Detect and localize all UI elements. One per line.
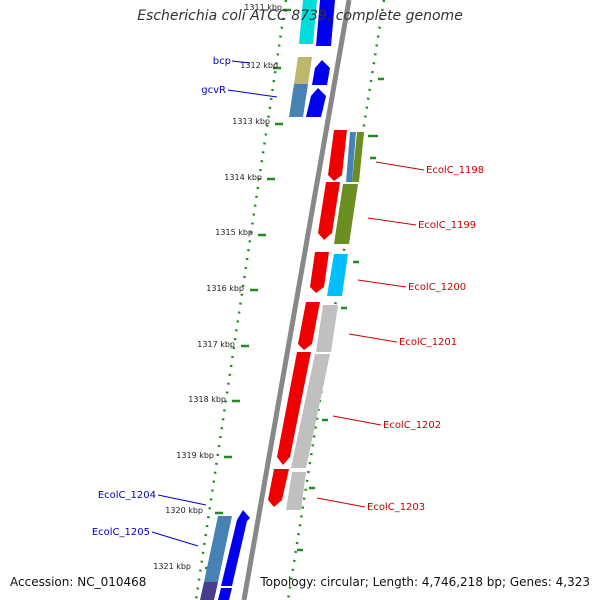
label-leader (231, 60, 251, 64)
label-leader (357, 279, 407, 288)
label-leader (348, 333, 398, 343)
gene-label-ecolc-1204[interactable]: EcolC_1204 (98, 490, 156, 501)
tick-label: 1311 kbp (244, 3, 282, 12)
tick-label: 1314 kbp (224, 173, 262, 182)
gene-feature[interactable] (334, 184, 358, 244)
gene-label-ecolc-1203[interactable]: EcolC_1203 (367, 502, 425, 513)
label-leader (332, 415, 382, 426)
gene-feature[interactable] (204, 516, 232, 582)
gene-label-gcvR[interactable]: gcvR (201, 85, 226, 96)
map-title: Escherichia coli ATCC 8739, complete gen… (137, 8, 463, 24)
gene-feature[interactable] (328, 130, 347, 181)
gene-feature[interactable] (286, 472, 306, 510)
tick-label: 1313 kbp (232, 117, 270, 126)
tick-label: 1312 kbp (240, 61, 278, 70)
gene-feature[interactable] (299, 0, 317, 44)
gene-feature[interactable] (310, 252, 329, 293)
gene-label-ecolc-1202[interactable]: EcolC_1202 (383, 420, 441, 431)
gene-feature[interactable] (218, 588, 232, 600)
tick-label: 1321 kbp (153, 562, 191, 571)
gene-feature[interactable] (306, 88, 326, 117)
label-leader (151, 531, 199, 547)
gc-marks-right (297, 77, 384, 552)
label-leader (316, 497, 366, 508)
gene-feature[interactable] (268, 469, 289, 507)
label-leader (367, 217, 417, 226)
tick-label: 1316 kbp (206, 284, 244, 293)
gene-feature[interactable] (352, 132, 364, 182)
gc-track-left (194, 0, 288, 600)
label-leader (375, 161, 425, 171)
genome-backbone (241, 0, 352, 600)
gene-label-ecolc-1198[interactable]: EcolC_1198 (426, 165, 484, 176)
gene-feature[interactable] (346, 132, 356, 182)
label-leader (227, 89, 278, 98)
label-leader (157, 494, 207, 506)
tick-label: 1317 kbp (197, 340, 235, 349)
gene-feature[interactable] (277, 352, 311, 465)
tick-marks (205, 8, 291, 570)
tick-label: 1318 kbp (188, 395, 226, 404)
gene-label-bcp[interactable]: bcp (213, 56, 231, 67)
gene-label-ecolc-1199[interactable]: EcolC_1199 (418, 220, 476, 231)
gene-feature[interactable] (316, 0, 335, 46)
topology-text: Topology: circular; Length: 4,746,218 bp… (260, 575, 590, 589)
gene-feature[interactable] (327, 254, 348, 296)
gene-label-ecolc-1200[interactable]: EcolC_1200 (408, 282, 466, 293)
gene-feature[interactable] (221, 510, 250, 586)
gene-feature[interactable] (289, 84, 308, 117)
gene-feature[interactable] (291, 354, 330, 468)
gene-label-ecolc-1201[interactable]: EcolC_1201 (399, 337, 457, 348)
gene-feature[interactable] (318, 182, 340, 240)
gene-label-ecolc-1205[interactable]: EcolC_1205 (92, 527, 150, 538)
gene-feature[interactable] (298, 302, 320, 350)
gene-feature[interactable] (294, 57, 312, 84)
tick-label: 1320 kbp (165, 506, 203, 515)
gene-feature[interactable] (200, 582, 218, 600)
accession-text: Accession: NC_010468 (10, 575, 147, 589)
tick-label: 1319 kbp (176, 451, 214, 460)
gene-feature[interactable] (316, 305, 338, 352)
tick-label: 1315 kbp (215, 228, 253, 237)
gene-feature[interactable] (312, 60, 330, 85)
